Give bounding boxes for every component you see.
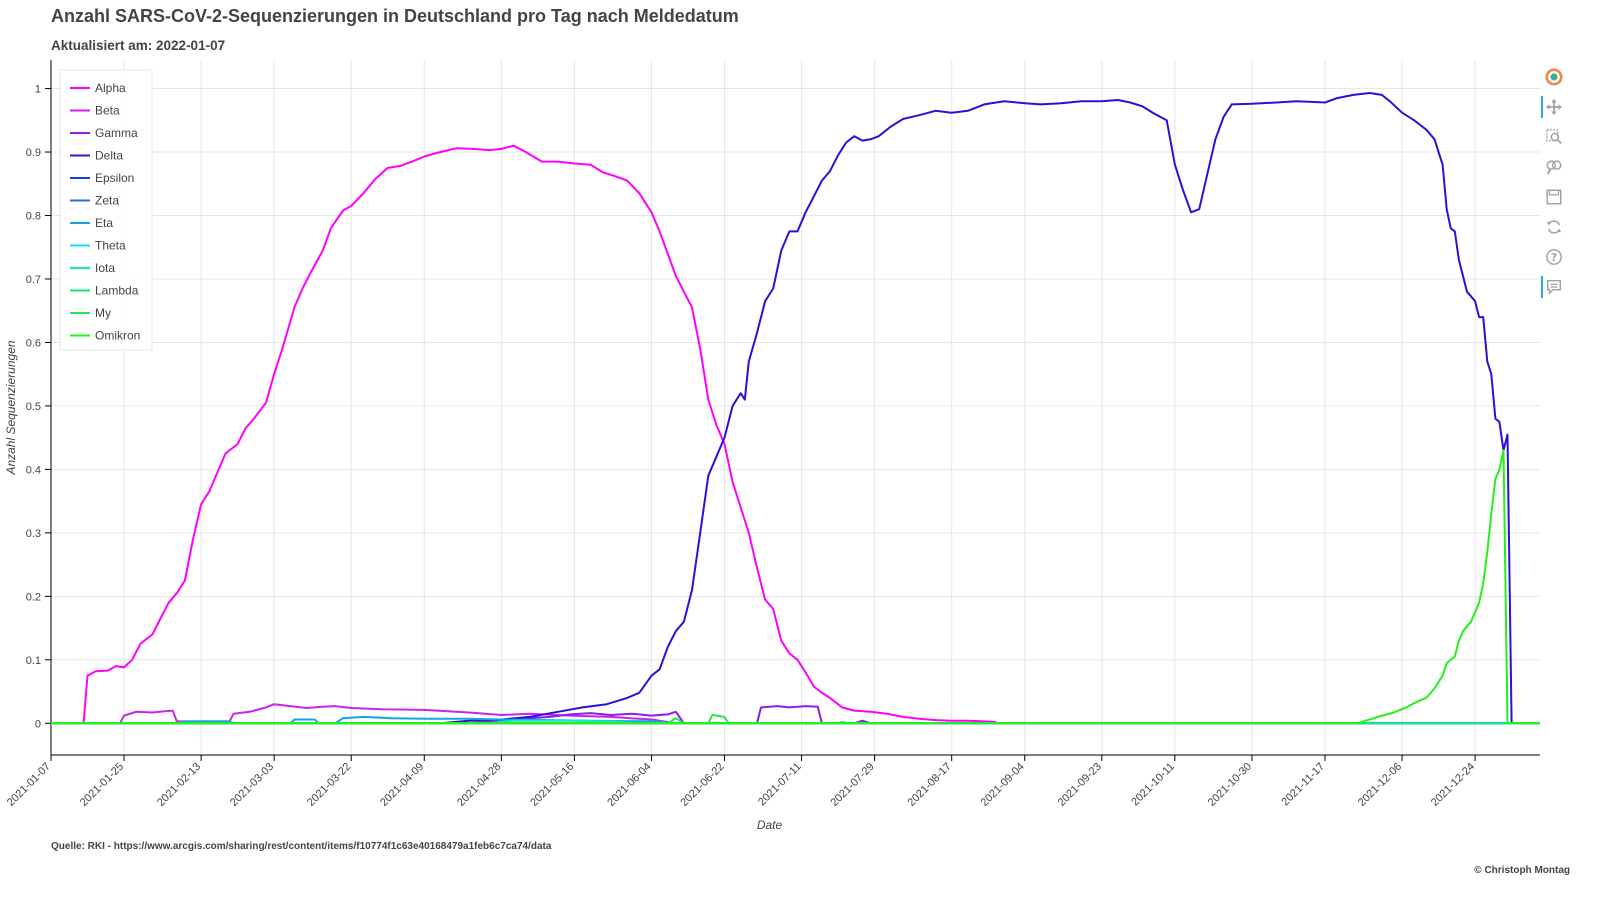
series-line-beta <box>51 703 676 725</box>
series-line-delta <box>51 92 1513 725</box>
x-tick-label: 2021-06-22 <box>678 761 726 809</box>
y-tick-label: 0.3 <box>26 528 41 540</box>
line-chart[interactable]: 0 0.1 0.2 0.3 0.4 0.5 0.6 0.7 0.8 0.9 1 2021-01-07 2… <box>0 0 1540 840</box>
legend-label-beta: Beta <box>95 104 120 118</box>
x-tick-label: 2021-12-24 <box>1429 761 1477 809</box>
source-note: Quelle: RKI - https://www.arcgis.com/sha… <box>51 841 552 852</box>
copyright-note: © Christoph Montag <box>1474 865 1570 876</box>
y-axis-label: Anzahl Sequenzierungen <box>4 340 18 475</box>
y-tick-label: 0.9 <box>26 147 41 159</box>
legend-label-theta: Theta <box>95 239 126 253</box>
y-tick-label: 0.7 <box>26 274 41 286</box>
x-tick-label: 2021-01-25 <box>78 761 126 809</box>
wheel-zoom-icon[interactable] <box>1543 156 1565 178</box>
x-tick-label: 2021-01-07 <box>5 761 53 809</box>
x-tick-label: 2021-07-29 <box>828 761 876 809</box>
chart-title: Anzahl SARS-CoV-2-Sequenzierungen in Deu… <box>51 6 739 26</box>
x-axis-label: Date <box>757 818 783 832</box>
y-tick-label: 0.4 <box>26 464 41 476</box>
legend-label-omikron: Omikron <box>95 329 140 343</box>
save-icon[interactable] <box>1543 186 1565 208</box>
y-tick-label: 0.6 <box>26 337 41 349</box>
y-tick-label: 0.8 <box>26 211 41 223</box>
x-tick-label: 2021-08-17 <box>906 761 954 809</box>
legend-label-lambda: Lambda <box>95 284 139 298</box>
legend-label-gamma: Gamma <box>95 126 138 140</box>
y-tick-label: 0 <box>35 718 41 730</box>
x-tick-label: 2021-11-17 <box>1279 761 1327 809</box>
bokeh-logo-icon[interactable] <box>1543 66 1565 88</box>
legend-label-my: My <box>95 306 111 320</box>
x-tick-label: 2021-12-06 <box>1356 761 1404 809</box>
x-tick-label: 2021-04-09 <box>378 761 426 809</box>
legend-label-eta: Eta <box>95 216 113 230</box>
reset-icon[interactable] <box>1543 216 1565 238</box>
pan-icon[interactable] <box>1541 96 1565 118</box>
legend-label-delta: Delta <box>95 149 123 163</box>
box-zoom-icon[interactable] <box>1543 126 1565 148</box>
x-tick-label: 2021-09-23 <box>1056 761 1104 809</box>
series-line-alpha <box>51 144 997 725</box>
y-tick-label: 0.5 <box>26 401 41 413</box>
svg-text:?: ? <box>1551 251 1557 264</box>
x-tick-label: 2021-09-04 <box>979 761 1027 809</box>
x-tick-label: 2021-04-28 <box>455 761 503 809</box>
chart-subtitle: Aktualisiert am: 2022-01-07 <box>51 38 226 53</box>
y-tick-label: 1 <box>35 84 41 96</box>
hover-icon[interactable] <box>1541 276 1565 298</box>
y-tick-label: 0.1 <box>26 655 41 667</box>
x-tick-label: 2021-03-03 <box>228 761 276 809</box>
legend-label-zeta: Zeta <box>95 194 119 208</box>
x-tick-label: 2021-10-11 <box>1129 761 1177 809</box>
x-tick-label: 2021-07-11 <box>756 761 804 809</box>
chart-toolbar: ? <box>1540 58 1568 306</box>
x-tick-label: 2021-06-04 <box>605 761 653 809</box>
y-tick-label: 0.2 <box>26 591 41 603</box>
help-icon[interactable]: ? <box>1543 246 1565 268</box>
legend-label-epsilon: Epsilon <box>95 171 134 185</box>
series-line-gamma <box>51 705 871 725</box>
series-line-omikron <box>51 449 1540 725</box>
x-tick-label: 2021-02-13 <box>155 761 203 809</box>
x-tick-label: 2021-03-22 <box>305 761 353 809</box>
legend-box <box>59 69 153 351</box>
legend-label-alpha: Alpha <box>95 81 126 95</box>
x-tick-label: 2021-05-16 <box>528 761 576 809</box>
legend-label-iota: Iota <box>95 261 115 275</box>
x-tick-label: 2021-10-30 <box>1206 761 1254 809</box>
